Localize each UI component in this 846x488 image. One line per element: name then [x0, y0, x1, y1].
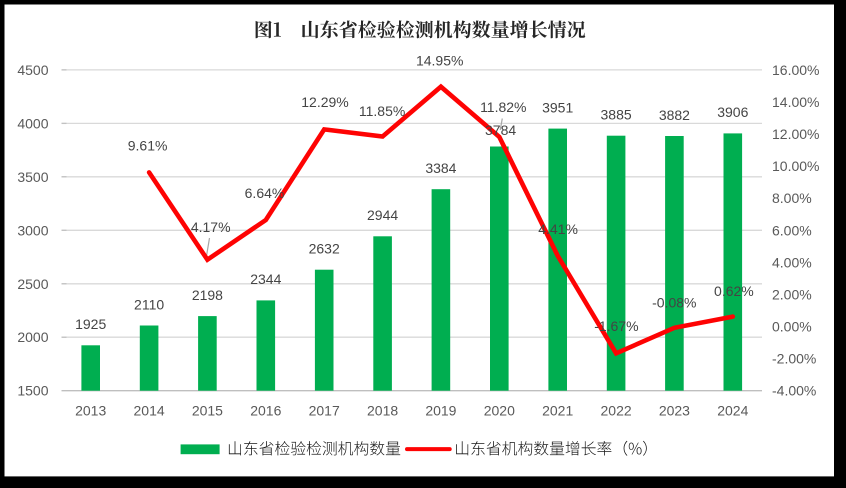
svg-text:10.00%: 10.00%	[772, 158, 819, 174]
svg-text:-2.00%: -2.00%	[772, 351, 816, 367]
svg-text:-1.67%: -1.67%	[594, 318, 638, 334]
svg-text:12.00%: 12.00%	[772, 126, 819, 142]
svg-text:2000: 2000	[17, 329, 48, 345]
svg-text:2632: 2632	[309, 241, 340, 257]
svg-text:2022: 2022	[601, 403, 632, 419]
svg-text:3906: 3906	[717, 104, 748, 120]
svg-text:4500: 4500	[17, 62, 48, 78]
svg-text:2023: 2023	[659, 403, 690, 419]
svg-text:2018: 2018	[367, 403, 398, 419]
svg-text:2014: 2014	[134, 403, 165, 419]
svg-text:3384: 3384	[425, 160, 456, 176]
svg-text:2024: 2024	[717, 403, 748, 419]
svg-text:9.61%: 9.61%	[128, 137, 168, 153]
svg-text:-0.08%: -0.08%	[652, 295, 696, 311]
svg-text:12.29%: 12.29%	[301, 94, 348, 110]
svg-text:2110: 2110	[134, 296, 164, 312]
svg-text:3951: 3951	[542, 99, 573, 115]
svg-text:11.85%: 11.85%	[359, 103, 405, 119]
svg-text:2198: 2198	[192, 287, 223, 303]
svg-text:3885: 3885	[601, 107, 632, 123]
svg-text:3500: 3500	[17, 169, 48, 185]
svg-text:2015: 2015	[192, 403, 223, 419]
svg-text:0.62%: 0.62%	[714, 283, 754, 299]
svg-text:2019: 2019	[425, 403, 456, 419]
svg-text:16.00%: 16.00%	[772, 62, 819, 78]
svg-text:2017: 2017	[309, 403, 340, 419]
svg-text:2020: 2020	[484, 403, 515, 419]
svg-text:2944: 2944	[367, 207, 398, 223]
svg-text:8.00%: 8.00%	[772, 190, 812, 206]
svg-text:2013: 2013	[75, 403, 106, 419]
svg-text:6.00%: 6.00%	[772, 222, 812, 238]
svg-text:6.64%: 6.64%	[245, 185, 285, 201]
svg-text:2500: 2500	[17, 276, 48, 292]
svg-text:11.82%: 11.82%	[480, 99, 526, 115]
svg-text:4000: 4000	[17, 115, 48, 131]
svg-text:4.17%: 4.17%	[191, 219, 231, 235]
svg-text:2021: 2021	[542, 403, 573, 419]
svg-text:2344: 2344	[250, 271, 281, 287]
svg-text:1925: 1925	[75, 316, 106, 332]
svg-text:2.00%: 2.00%	[772, 287, 812, 303]
svg-text:3000: 3000	[17, 222, 48, 238]
svg-text:3882: 3882	[659, 107, 690, 123]
svg-text:3784: 3784	[485, 122, 516, 138]
svg-text:-4.00%: -4.00%	[772, 383, 816, 399]
svg-text:1500: 1500	[17, 383, 48, 399]
svg-text:14.00%: 14.00%	[772, 94, 819, 110]
svg-text:4.00%: 4.00%	[772, 254, 812, 270]
svg-text:14.95%: 14.95%	[416, 52, 463, 68]
svg-text:0.00%: 0.00%	[772, 319, 812, 335]
svg-text:2016: 2016	[250, 403, 281, 419]
svg-text:4.41%: 4.41%	[538, 221, 578, 237]
